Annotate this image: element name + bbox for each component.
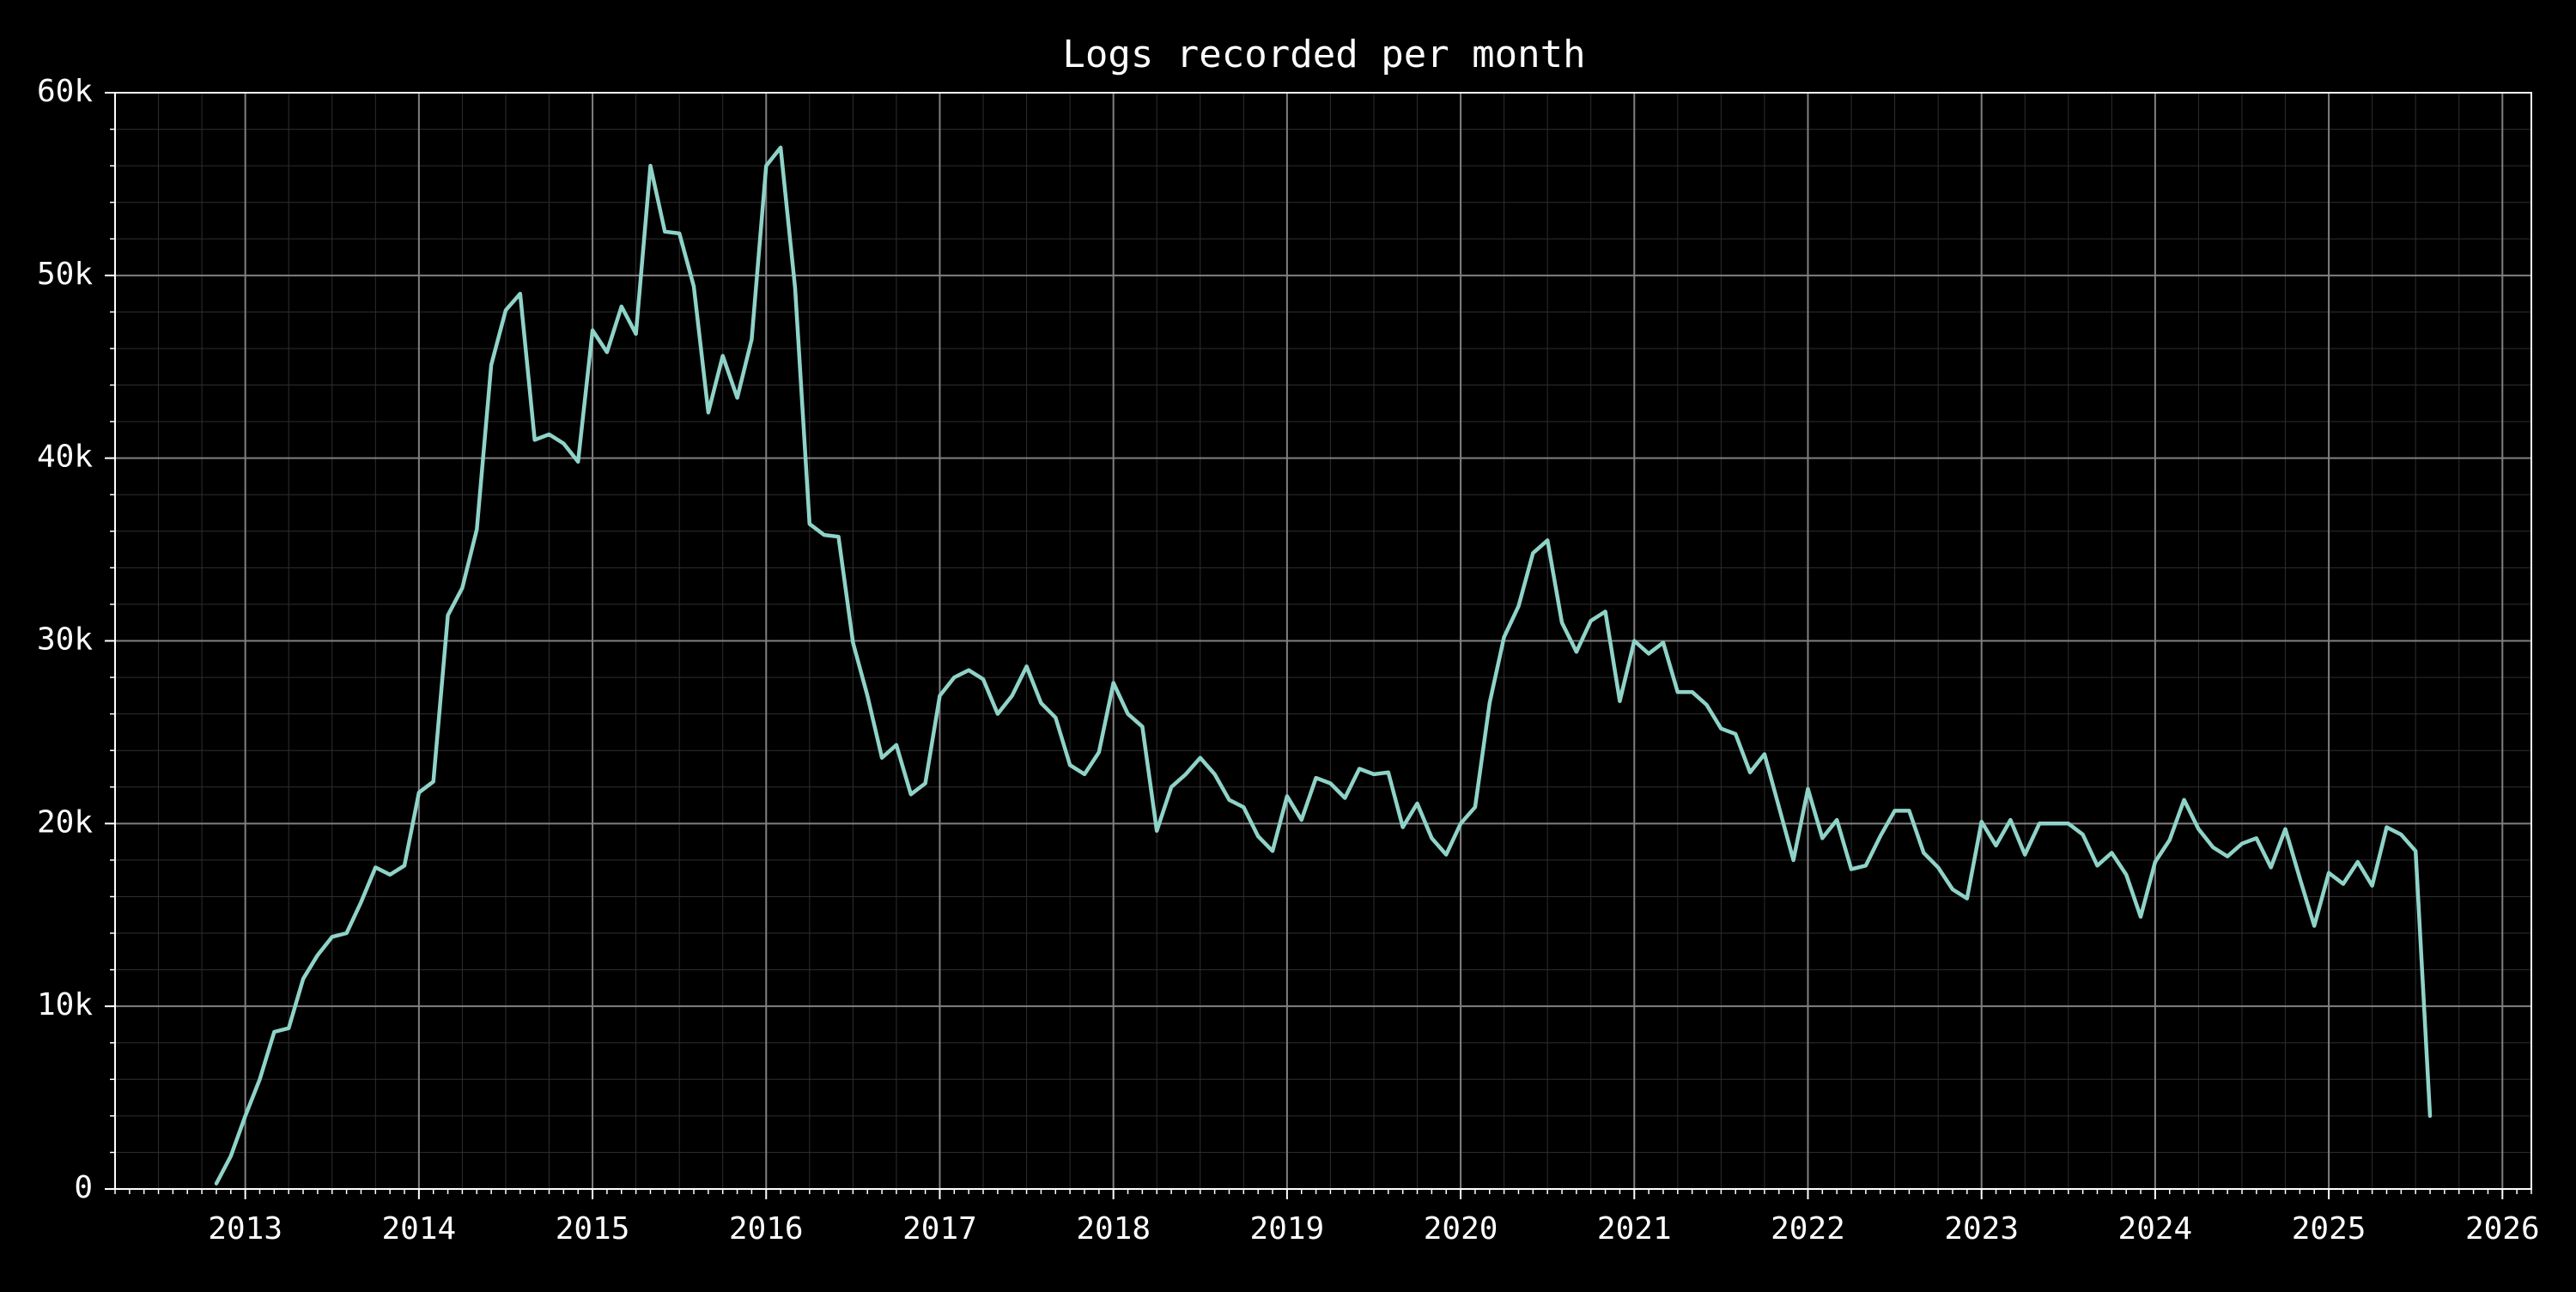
x-tick-label: 2020 [1424,1211,1498,1247]
y-tick-label: 30k [37,622,93,658]
y-tick-label: 40k [37,440,93,475]
x-tick-label: 2021 [1597,1211,1672,1247]
x-tick-label: 2023 [1944,1211,2019,1247]
tick-labels: 2013 2014 2015 2016 2017 2018 2019 2020 2021 2022… [37,74,2540,1247]
x-tick-label: 2014 [382,1211,457,1247]
x-tick-label: 2024 [2118,1211,2193,1247]
x-tick-label: 2013 [208,1211,283,1247]
series-layer [214,145,2433,1186]
x-tick-label: 2017 [902,1211,977,1247]
x-tick-label: 2015 [556,1211,630,1247]
y-tick-label: 60k [37,74,93,109]
y-tick-label: 50k [37,257,93,292]
y-tick-label: 0 [74,1170,93,1205]
series-line [214,145,2433,1186]
major-grid [115,92,2531,1190]
x-tick-label: 2018 [1076,1211,1151,1247]
plot-frame [114,92,2532,1190]
y-tick-label: 20k [37,804,93,840]
x-tick-label: 2019 [1250,1211,1325,1247]
chart-title: Logs recorded per month [1062,33,1585,76]
axes [105,92,2532,1199]
y-tick-label: 10k [37,987,93,1022]
x-tick-label: 2026 [2465,1211,2540,1247]
x-tick-label: 2016 [729,1211,804,1247]
x-tick-label: 2022 [1771,1211,1845,1247]
x-tick-label: 2025 [2292,1211,2366,1247]
